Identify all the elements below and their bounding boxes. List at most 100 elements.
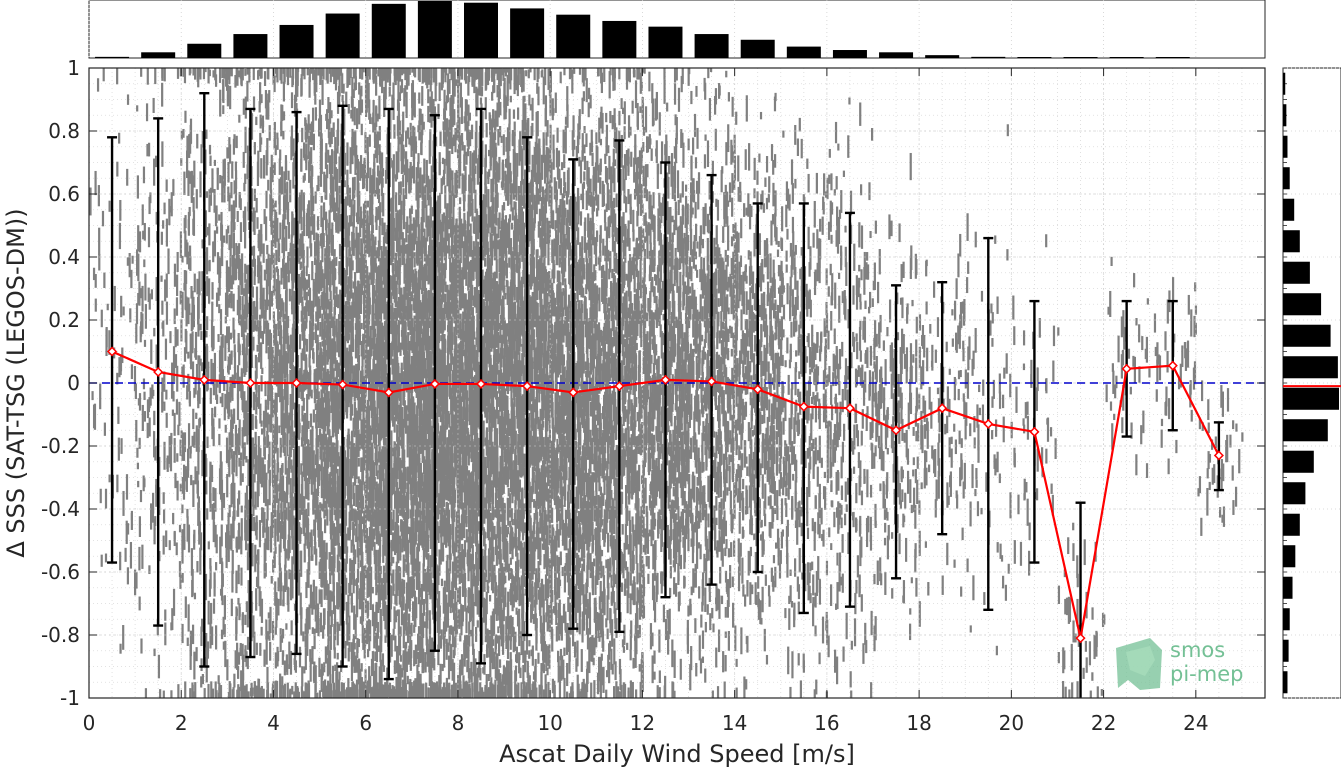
scatter-point xyxy=(257,455,260,481)
scatter-point xyxy=(105,326,108,348)
scatter-point xyxy=(227,538,230,562)
scatter-point xyxy=(363,643,366,659)
scatter-point xyxy=(327,404,330,432)
scatter-point xyxy=(357,323,360,330)
scatter-point xyxy=(197,451,200,475)
scatter-point xyxy=(325,542,328,560)
scatter-point xyxy=(293,496,296,511)
scatter-point xyxy=(304,468,307,490)
scatter-point xyxy=(355,226,358,251)
scatter-point xyxy=(231,382,234,401)
scatter-point xyxy=(390,519,393,531)
scatter-point xyxy=(324,571,328,596)
scatter-point xyxy=(233,505,236,520)
scatter-point xyxy=(397,344,401,353)
top-histogram xyxy=(88,0,1266,59)
scatter-point xyxy=(265,518,269,536)
scatter-point xyxy=(119,199,122,221)
scatter-point xyxy=(391,220,395,239)
scatter-point xyxy=(170,382,174,399)
scatter-point xyxy=(311,215,314,235)
scatter-point xyxy=(256,320,259,330)
scatter-point xyxy=(335,375,338,400)
scatter-point xyxy=(315,586,318,611)
scatter-point xyxy=(393,404,396,413)
scatter-point xyxy=(172,391,175,402)
scatter-point xyxy=(343,492,346,517)
scatter-point xyxy=(250,354,254,368)
scatter-point xyxy=(357,326,360,354)
scatter-point xyxy=(274,200,277,208)
scatter-point xyxy=(137,292,140,305)
scatter-point xyxy=(338,267,341,285)
scatter-point xyxy=(369,176,372,197)
scatter-point xyxy=(375,75,378,96)
scatter-point xyxy=(292,431,296,439)
scatter-point xyxy=(375,687,378,698)
scatter-point xyxy=(313,492,316,508)
scatter-point xyxy=(284,262,288,290)
scatter-point xyxy=(289,179,292,203)
scatter-point xyxy=(280,511,284,524)
scatter-point xyxy=(277,498,280,525)
scatter-point xyxy=(394,635,397,652)
scatter-point xyxy=(320,479,323,499)
right-histogram-bar xyxy=(1283,419,1328,442)
scatter-point xyxy=(392,569,395,596)
scatter-point xyxy=(196,278,199,295)
scatter-point xyxy=(94,274,97,288)
scatter-point xyxy=(329,271,332,288)
scatter-point xyxy=(233,258,236,281)
scatter-point xyxy=(161,82,164,107)
scatter-point xyxy=(282,429,285,453)
scatter-point xyxy=(234,75,237,88)
scatter-point xyxy=(220,248,223,264)
scatter-point xyxy=(364,512,367,519)
scatter-point xyxy=(277,598,280,616)
scatter-point xyxy=(361,494,364,514)
scatter-point xyxy=(404,263,407,279)
scatter-point xyxy=(332,448,335,461)
scatter-point xyxy=(372,168,375,183)
scatter-point xyxy=(271,355,274,379)
scatter-point xyxy=(291,470,294,494)
scatter-point xyxy=(346,386,349,401)
scatter-point xyxy=(389,342,392,357)
scatter-point xyxy=(402,201,406,230)
scatter-point xyxy=(392,447,395,457)
scatter-point xyxy=(251,687,254,697)
scatter-point xyxy=(282,130,285,140)
scatter-point xyxy=(310,322,313,344)
scatter-point xyxy=(330,354,333,379)
scatter-point xyxy=(253,516,256,532)
scatter-point xyxy=(149,192,152,204)
scatter-point xyxy=(272,368,275,384)
scatter-point xyxy=(270,213,273,227)
scatter-point xyxy=(395,280,398,295)
scatter-point xyxy=(309,230,312,249)
scatter-point xyxy=(231,549,234,574)
scatter-point xyxy=(276,132,279,140)
scatter-point xyxy=(273,551,276,568)
scatter-point xyxy=(224,532,228,548)
scatter-point xyxy=(360,322,363,330)
scatter-point xyxy=(228,504,231,518)
scatter-point xyxy=(138,596,141,611)
scatter-point xyxy=(377,451,381,463)
scatter-point xyxy=(184,110,187,123)
scatter-point xyxy=(325,143,328,154)
scatter-point xyxy=(405,258,408,286)
scatter-point xyxy=(240,518,243,541)
scatter-point xyxy=(352,638,355,667)
scatter-point xyxy=(353,199,356,217)
scatter-point xyxy=(143,411,146,422)
scatter-point xyxy=(302,691,305,698)
scatter-point xyxy=(339,585,342,602)
top-histogram-bar xyxy=(187,43,222,58)
scatter-point xyxy=(355,679,359,698)
scatter-point xyxy=(311,303,315,312)
scatter-point xyxy=(389,489,393,509)
scatter-point xyxy=(254,554,258,564)
scatter-point xyxy=(368,297,371,315)
scatter-point xyxy=(250,336,253,364)
